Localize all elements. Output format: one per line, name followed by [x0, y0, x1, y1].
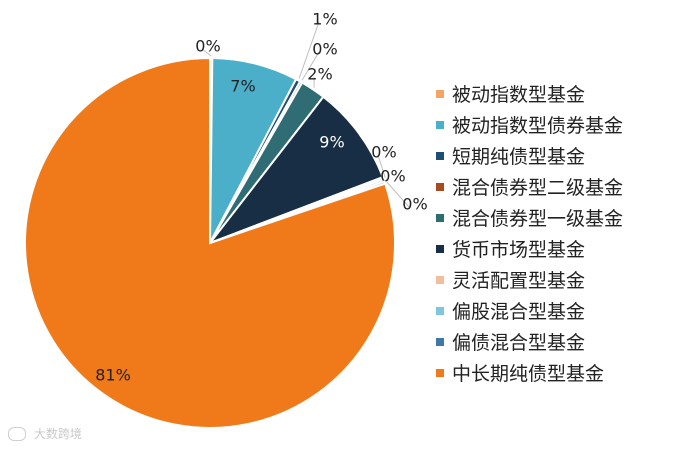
legend-item: 偏债混合型基金: [436, 326, 676, 357]
data-label-9: 0%: [402, 195, 427, 214]
legend-swatch: [436, 183, 444, 191]
legend-swatch: [436, 152, 444, 160]
legend-label: 混合债券型一级基金: [452, 204, 623, 231]
legend-swatch: [436, 307, 444, 315]
legend-item: 货币市场型基金: [436, 233, 676, 264]
legend-item: 被动指数型基金: [436, 78, 676, 109]
data-label-7: 0%: [371, 143, 396, 162]
legend-label: 货币市场型基金: [452, 235, 585, 262]
legend-swatch: [436, 90, 444, 98]
data-label-5: 2%: [307, 65, 332, 84]
legend-swatch: [436, 276, 444, 284]
legend-item: 灵活配置型基金: [436, 264, 676, 295]
legend-item: 短期纯债型基金: [436, 140, 676, 171]
legend: 被动指数型基金被动指数型债券基金短期纯债型基金混合债券型二级基金混合债券型一级基…: [436, 78, 676, 388]
legend-swatch: [436, 214, 444, 222]
legend-swatch: [436, 245, 444, 253]
legend-item: 中长期纯债型基金: [436, 357, 676, 388]
legend-label: 灵活配置型基金: [452, 266, 585, 293]
legend-item: 被动指数型债券基金: [436, 109, 676, 140]
legend-label: 混合债券型二级基金: [452, 173, 623, 200]
data-label-3: 1%: [312, 10, 337, 29]
legend-item: 混合债券型一级基金: [436, 202, 676, 233]
legend-swatch: [436, 338, 444, 346]
legend-label: 偏股混合型基金: [452, 297, 585, 324]
legend-swatch: [436, 369, 444, 377]
watermark-logo-icon: [8, 427, 26, 441]
data-label-2: 7%: [230, 77, 255, 96]
legend-item: 偏股混合型基金: [436, 295, 676, 326]
watermark-text: 大数跨境: [34, 427, 82, 441]
legend-label: 被动指数型基金: [452, 80, 585, 107]
legend-label: 中长期纯债型基金: [452, 359, 604, 386]
legend-swatch: [436, 121, 444, 129]
legend-label: 短期纯债型基金: [452, 142, 585, 169]
data-label-10: 81%: [95, 366, 131, 385]
legend-label: 被动指数型债券基金: [452, 111, 623, 138]
data-label-4: 0%: [312, 40, 337, 59]
data-label-1: 0%: [195, 37, 220, 56]
legend-item: 混合债券型二级基金: [436, 171, 676, 202]
legend-label: 偏债混合型基金: [452, 328, 585, 355]
watermark: 大数跨境: [8, 425, 82, 442]
data-label-6: 9%: [319, 133, 344, 152]
